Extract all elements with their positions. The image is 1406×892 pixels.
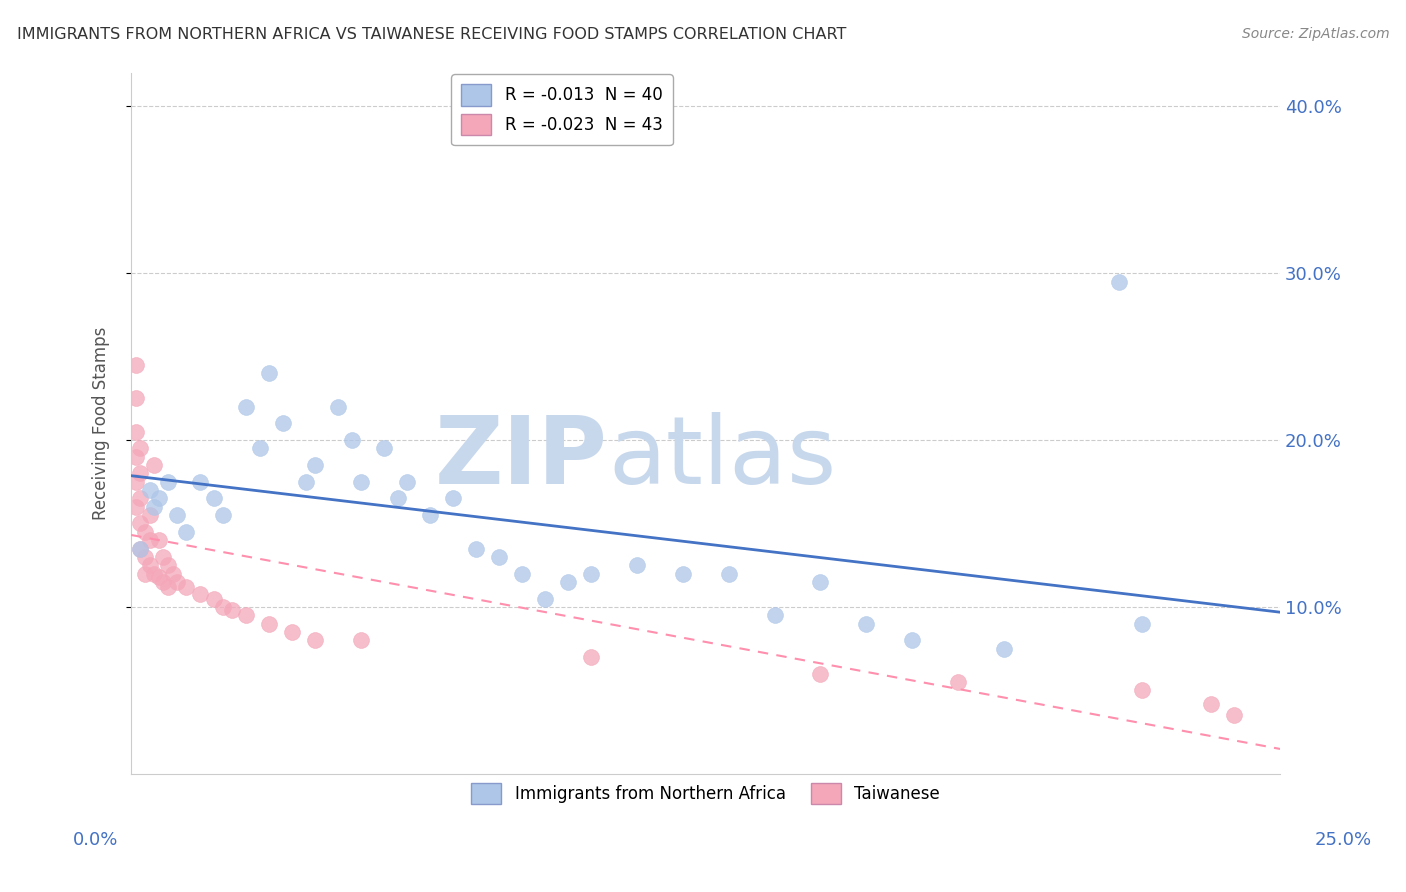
Point	[441, 491, 464, 506]
Point	[125, 425, 148, 439]
Point	[176, 580, 198, 594]
Point	[143, 566, 166, 581]
Point	[510, 566, 533, 581]
Point	[373, 442, 395, 456]
Point	[129, 491, 152, 506]
Point	[188, 586, 211, 600]
Point	[350, 475, 373, 489]
Point	[212, 508, 235, 523]
Point	[125, 475, 148, 489]
Point	[156, 475, 179, 489]
Point	[326, 400, 349, 414]
Text: IMMIGRANTS FROM NORTHERN AFRICA VS TAIWANESE RECEIVING FOOD STAMPS CORRELATION C: IMMIGRANTS FROM NORTHERN AFRICA VS TAIWA…	[17, 27, 846, 42]
Point	[138, 558, 160, 573]
Text: Source: ZipAtlas.com: Source: ZipAtlas.com	[1241, 27, 1389, 41]
Point	[152, 549, 174, 564]
Point	[993, 641, 1015, 656]
Point	[235, 400, 257, 414]
Point	[1130, 616, 1153, 631]
Point	[488, 549, 510, 564]
Point	[166, 574, 188, 589]
Point	[129, 541, 152, 556]
Point	[162, 566, 184, 581]
Point	[125, 358, 148, 372]
Point	[579, 650, 602, 665]
Point	[156, 558, 179, 573]
Point	[763, 608, 786, 623]
Y-axis label: Receiving Food Stamps: Receiving Food Stamps	[93, 326, 110, 520]
Point	[148, 491, 170, 506]
Point	[235, 608, 257, 623]
Point	[672, 566, 695, 581]
Point	[212, 599, 235, 614]
Point	[1199, 697, 1222, 711]
Point	[626, 558, 648, 573]
Point	[125, 450, 148, 464]
Text: atlas: atlas	[607, 412, 837, 504]
Point	[188, 475, 211, 489]
Point	[202, 591, 225, 606]
Text: 0.0%: 0.0%	[73, 831, 118, 849]
Point	[129, 442, 152, 456]
Point	[533, 591, 555, 606]
Point	[948, 675, 970, 690]
Point	[387, 491, 409, 506]
Point	[271, 417, 294, 431]
Point	[134, 524, 156, 539]
Text: 25.0%: 25.0%	[1315, 831, 1371, 849]
Point	[304, 458, 326, 472]
Point	[125, 392, 148, 406]
Point	[138, 508, 160, 523]
Point	[166, 508, 188, 523]
Point	[134, 566, 156, 581]
Point	[281, 624, 304, 639]
Point	[350, 633, 373, 648]
Point	[138, 483, 160, 497]
Point	[557, 574, 579, 589]
Point	[419, 508, 441, 523]
Point	[249, 442, 271, 456]
Point	[340, 433, 363, 447]
Point	[1223, 708, 1246, 723]
Point	[134, 549, 156, 564]
Point	[148, 570, 170, 584]
Point	[125, 500, 148, 514]
Point	[810, 574, 832, 589]
Point	[148, 533, 170, 548]
Point	[579, 566, 602, 581]
Point	[464, 541, 486, 556]
Point	[257, 616, 280, 631]
Point	[129, 516, 152, 531]
Point	[901, 633, 924, 648]
Point	[138, 533, 160, 548]
Text: ZIP: ZIP	[434, 412, 607, 504]
Point	[156, 580, 179, 594]
Point	[143, 500, 166, 514]
Point	[717, 566, 740, 581]
Point	[855, 616, 877, 631]
Point	[304, 633, 326, 648]
Point	[395, 475, 418, 489]
Legend: Immigrants from Northern Africa, Taiwanese: Immigrants from Northern Africa, Taiwane…	[465, 776, 946, 811]
Point	[129, 541, 152, 556]
Point	[810, 666, 832, 681]
Point	[257, 367, 280, 381]
Point	[202, 491, 225, 506]
Point	[143, 458, 166, 472]
Point	[152, 574, 174, 589]
Point	[176, 524, 198, 539]
Point	[129, 467, 152, 481]
Point	[1130, 683, 1153, 698]
Point	[294, 475, 316, 489]
Point	[1108, 275, 1130, 289]
Point	[221, 603, 243, 617]
